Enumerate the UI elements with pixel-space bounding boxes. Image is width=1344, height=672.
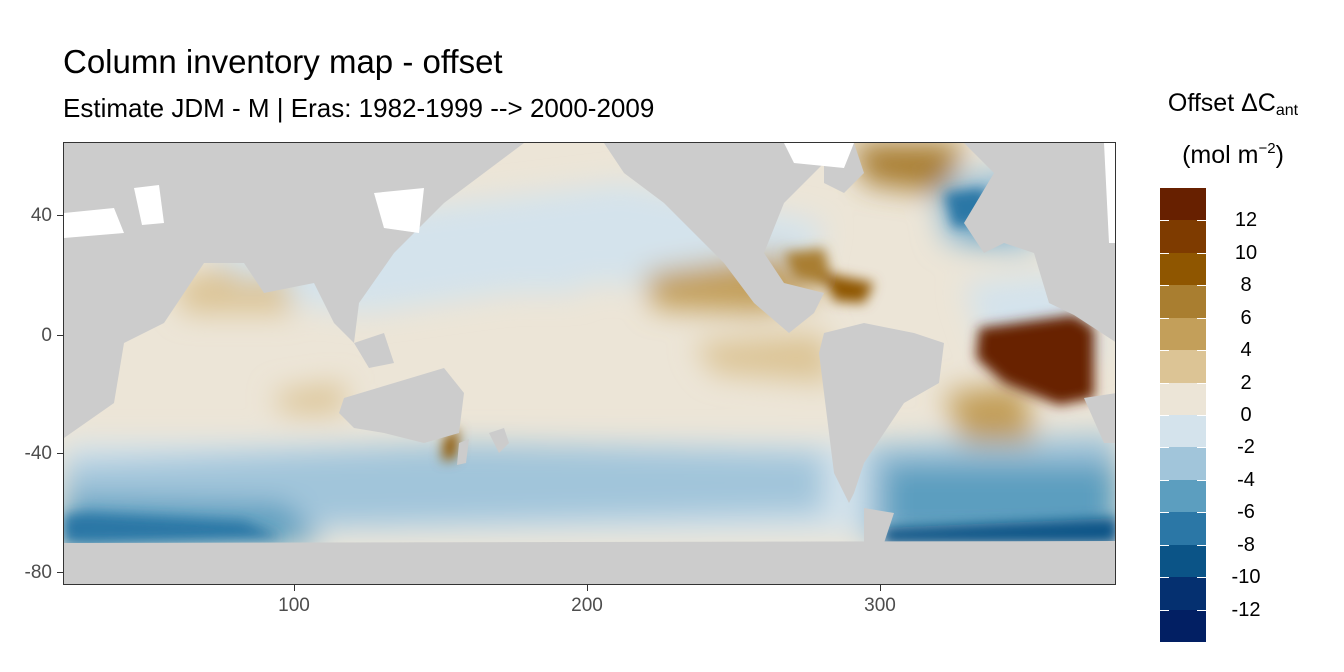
legend-tick-left — [1160, 609, 1169, 611]
legend-label: 4 — [1240, 339, 1252, 362]
legend-swatch — [1160, 317, 1206, 351]
legend-label: 12 — [1234, 209, 1258, 232]
legend-tick-left — [1160, 382, 1169, 384]
legend-colorbar — [1160, 188, 1206, 643]
legend-tick-right — [1197, 609, 1206, 611]
legend-tick-right — [1197, 512, 1206, 514]
legend-swatch — [1160, 220, 1206, 254]
y-tick-label: 0 — [41, 325, 52, 346]
legend-label: -12 — [1231, 598, 1261, 621]
legend-swatch — [1160, 285, 1206, 319]
x-tick-label: 200 — [571, 595, 603, 616]
chart-subtitle: Estimate JDM - M | Eras: 1982-1999 --> 2… — [63, 93, 655, 123]
legend-tick-right — [1197, 252, 1206, 254]
legend-tick-left — [1160, 512, 1169, 514]
legend-swatch — [1160, 609, 1206, 643]
legend-tick-left — [1160, 350, 1169, 352]
legend-swatch — [1160, 512, 1206, 546]
y-tick-mark — [57, 335, 63, 336]
legend-tick-left — [1160, 220, 1169, 222]
x-tick-mark — [587, 585, 588, 591]
legend-label: -8 — [1237, 533, 1255, 556]
x-tick-label: 300 — [864, 595, 896, 616]
legend-swatch — [1160, 382, 1206, 416]
x-tick-mark — [880, 585, 881, 591]
legend-swatch — [1160, 544, 1206, 578]
legend-tick-left — [1160, 415, 1169, 416]
y-tick-mark — [57, 572, 63, 573]
legend-tick-left — [1160, 577, 1169, 579]
legend-label: 10 — [1234, 241, 1258, 264]
legend-label: -2 — [1237, 436, 1255, 459]
legend-swatch — [1160, 350, 1206, 384]
x-tick-mark — [294, 585, 295, 591]
x-tick-label: 100 — [278, 595, 310, 616]
legend-tick-left — [1160, 252, 1169, 254]
legend-tick-left — [1160, 447, 1169, 449]
y-tick-label: -40 — [24, 443, 52, 464]
legend-unit-sup: −2 — [1258, 140, 1276, 157]
legend-label: 0 — [1240, 404, 1252, 426]
legend-tick-right — [1197, 285, 1206, 287]
legend-swatch — [1160, 447, 1206, 481]
legend-title: Offset ΔCant (mol m−2) — [1138, 86, 1328, 172]
legend-swatch — [1160, 252, 1206, 286]
legend-swatch — [1160, 415, 1206, 448]
legend-title-main: Offset ΔC — [1167, 89, 1276, 117]
legend-swatch — [1160, 479, 1206, 513]
legend-tick-right — [1197, 447, 1206, 449]
legend-title-sub: ant — [1275, 102, 1299, 119]
legend-tick-right — [1197, 415, 1206, 416]
y-tick-label: -80 — [24, 562, 52, 583]
ocean-map — [64, 143, 1115, 584]
legend-tick-right — [1197, 382, 1206, 384]
chart-title: Column inventory map - offset — [63, 43, 503, 80]
legend-swatch — [1160, 577, 1206, 611]
legend-label: -4 — [1237, 468, 1255, 491]
legend-label: 8 — [1240, 274, 1252, 297]
legend-tick-left — [1160, 479, 1169, 481]
legend-tick-right — [1197, 350, 1206, 352]
legend-unit-prefix: (mol m — [1182, 141, 1259, 169]
legend-tick-right — [1197, 317, 1206, 319]
legend-label: 6 — [1240, 306, 1252, 329]
y-tick-mark — [57, 215, 63, 216]
y-tick-label: 40 — [30, 205, 52, 226]
no-data-patches — [64, 143, 1115, 243]
legend-tick-right — [1197, 479, 1206, 481]
legend-label: 2 — [1240, 371, 1252, 394]
legend-tick-left — [1160, 544, 1169, 546]
legend-tick-right — [1197, 544, 1206, 546]
legend-swatch — [1160, 188, 1206, 221]
legend-tick-right — [1197, 220, 1206, 222]
legend-label: -6 — [1237, 501, 1255, 524]
legend-label: -10 — [1231, 566, 1261, 589]
map-panel — [63, 142, 1116, 585]
y-tick-mark — [57, 453, 63, 454]
legend-tick-left — [1160, 285, 1169, 287]
legend-tick-left — [1160, 317, 1169, 319]
legend-unit-suffix: ) — [1275, 141, 1284, 169]
legend-tick-right — [1197, 577, 1206, 579]
